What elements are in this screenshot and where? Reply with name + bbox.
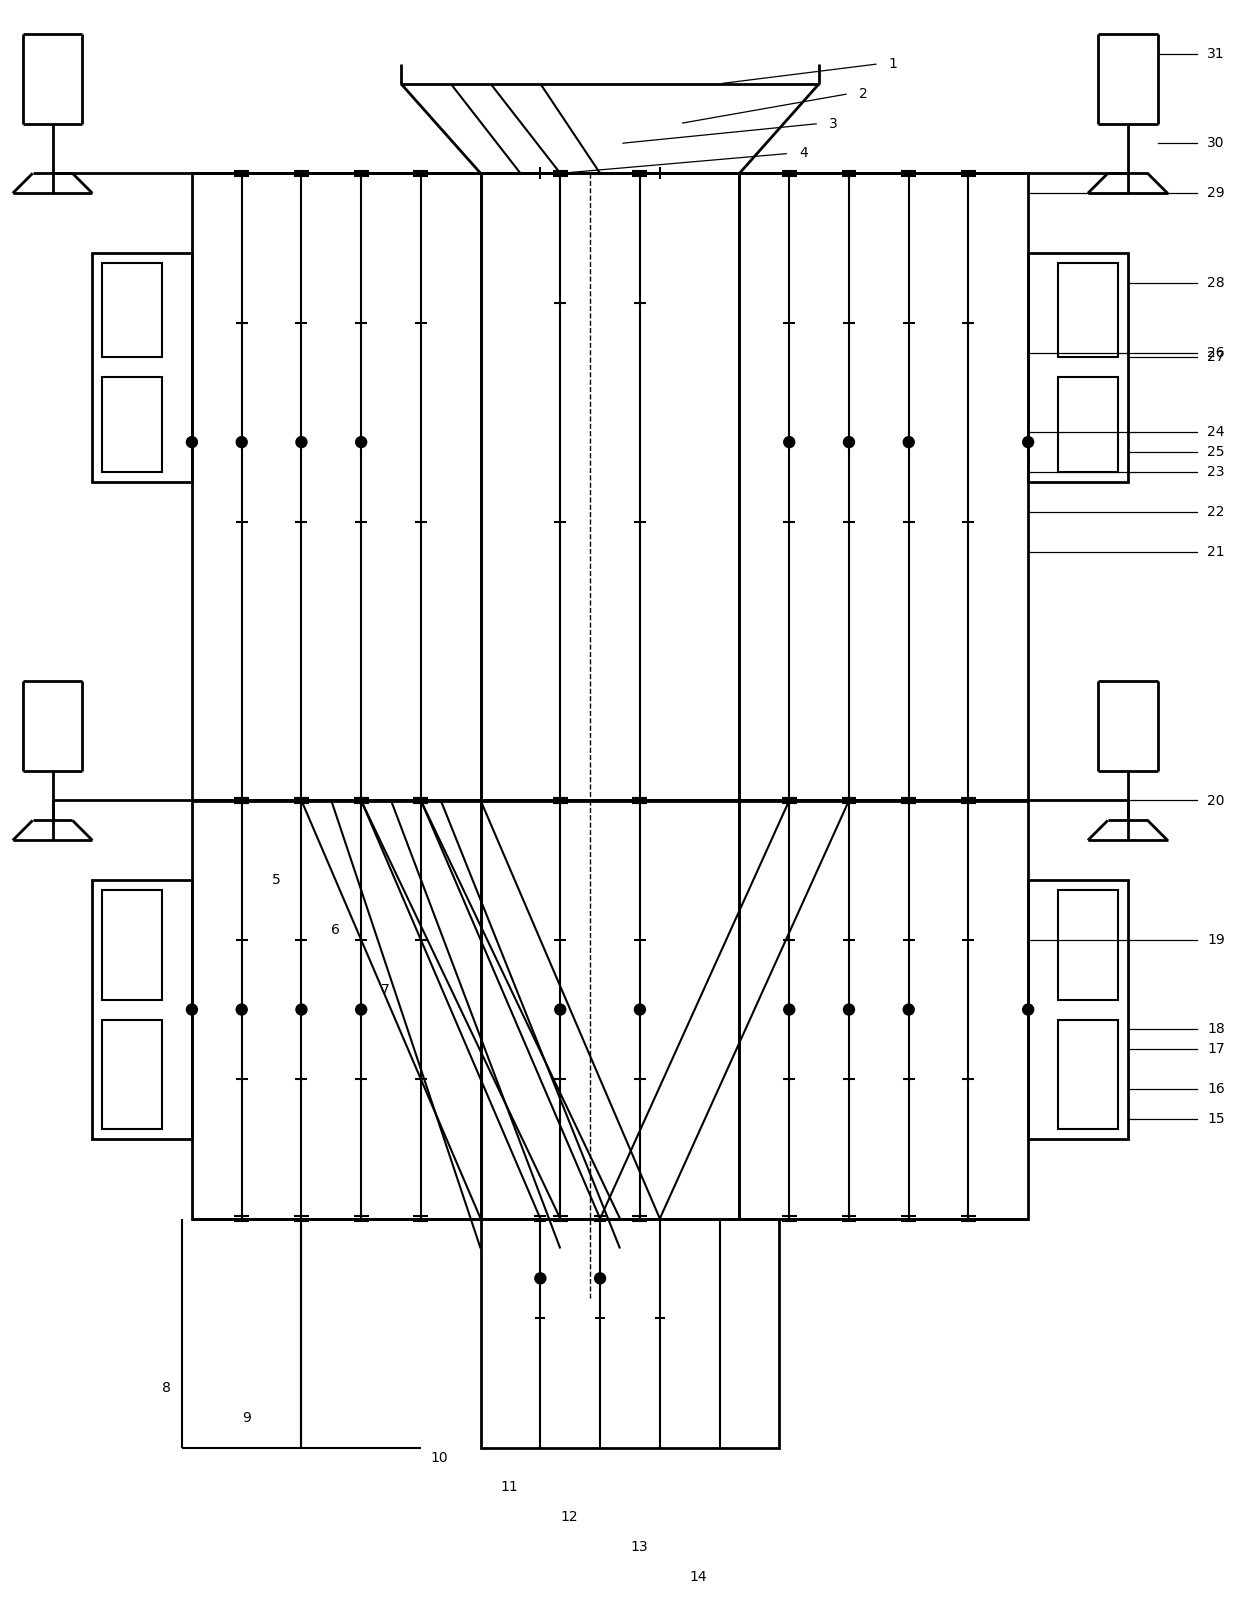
Text: 25: 25 bbox=[1208, 445, 1225, 459]
Circle shape bbox=[784, 437, 795, 448]
Text: 23: 23 bbox=[1208, 464, 1225, 479]
Text: 18: 18 bbox=[1208, 1023, 1225, 1036]
Text: 30: 30 bbox=[1208, 136, 1225, 150]
Circle shape bbox=[784, 1004, 795, 1015]
Bar bbox=[1058, 1020, 1117, 1129]
Circle shape bbox=[186, 437, 197, 448]
Bar bbox=[1028, 881, 1127, 1138]
Bar bbox=[192, 173, 481, 800]
Bar bbox=[1058, 890, 1117, 999]
Bar bbox=[1058, 263, 1117, 357]
Bar bbox=[1028, 253, 1127, 482]
Text: 21: 21 bbox=[1208, 544, 1225, 559]
Bar bbox=[481, 173, 739, 800]
Text: 15: 15 bbox=[1208, 1113, 1225, 1126]
Circle shape bbox=[296, 437, 308, 448]
Text: 4: 4 bbox=[800, 146, 808, 160]
Text: 22: 22 bbox=[1208, 504, 1225, 519]
Text: 12: 12 bbox=[560, 1510, 578, 1524]
Bar bbox=[481, 1218, 779, 1447]
Circle shape bbox=[296, 1004, 308, 1015]
Circle shape bbox=[356, 1004, 367, 1015]
Circle shape bbox=[903, 437, 914, 448]
Circle shape bbox=[903, 1004, 914, 1015]
Text: 20: 20 bbox=[1208, 794, 1225, 807]
Circle shape bbox=[595, 1273, 605, 1284]
Circle shape bbox=[534, 1273, 546, 1284]
Text: 9: 9 bbox=[242, 1410, 250, 1425]
Circle shape bbox=[237, 437, 247, 448]
Text: 17: 17 bbox=[1208, 1042, 1225, 1057]
Text: 13: 13 bbox=[630, 1540, 647, 1555]
Text: 7: 7 bbox=[381, 983, 389, 997]
Circle shape bbox=[554, 1004, 565, 1015]
Text: 31: 31 bbox=[1208, 46, 1225, 61]
Circle shape bbox=[237, 1004, 247, 1015]
Circle shape bbox=[635, 1004, 645, 1015]
Text: 2: 2 bbox=[859, 86, 868, 101]
Bar bbox=[739, 173, 1028, 800]
Text: 28: 28 bbox=[1208, 275, 1225, 290]
Circle shape bbox=[1023, 437, 1034, 448]
Bar bbox=[192, 800, 481, 1218]
Text: 26: 26 bbox=[1208, 346, 1225, 360]
Text: 3: 3 bbox=[830, 117, 838, 131]
Circle shape bbox=[843, 437, 854, 448]
Circle shape bbox=[356, 437, 367, 448]
Bar bbox=[92, 881, 192, 1138]
Bar bbox=[103, 1020, 162, 1129]
Bar bbox=[1058, 378, 1117, 472]
Text: 8: 8 bbox=[162, 1380, 171, 1394]
Text: 6: 6 bbox=[331, 922, 340, 937]
Text: 5: 5 bbox=[272, 873, 280, 887]
Text: 27: 27 bbox=[1208, 351, 1225, 365]
Bar bbox=[481, 800, 739, 1218]
Circle shape bbox=[186, 1004, 197, 1015]
Text: 16: 16 bbox=[1208, 1082, 1225, 1097]
Bar bbox=[739, 800, 1028, 1218]
Bar bbox=[103, 263, 162, 357]
Bar bbox=[92, 253, 192, 482]
Text: 1: 1 bbox=[889, 56, 898, 70]
Circle shape bbox=[1023, 1004, 1034, 1015]
Text: 24: 24 bbox=[1208, 426, 1225, 439]
Circle shape bbox=[843, 1004, 854, 1015]
Text: 14: 14 bbox=[689, 1571, 707, 1583]
Text: 10: 10 bbox=[430, 1451, 449, 1465]
Bar bbox=[103, 378, 162, 472]
Text: 29: 29 bbox=[1208, 186, 1225, 200]
Bar bbox=[103, 890, 162, 999]
Text: 11: 11 bbox=[501, 1481, 518, 1494]
Text: 19: 19 bbox=[1208, 933, 1225, 946]
